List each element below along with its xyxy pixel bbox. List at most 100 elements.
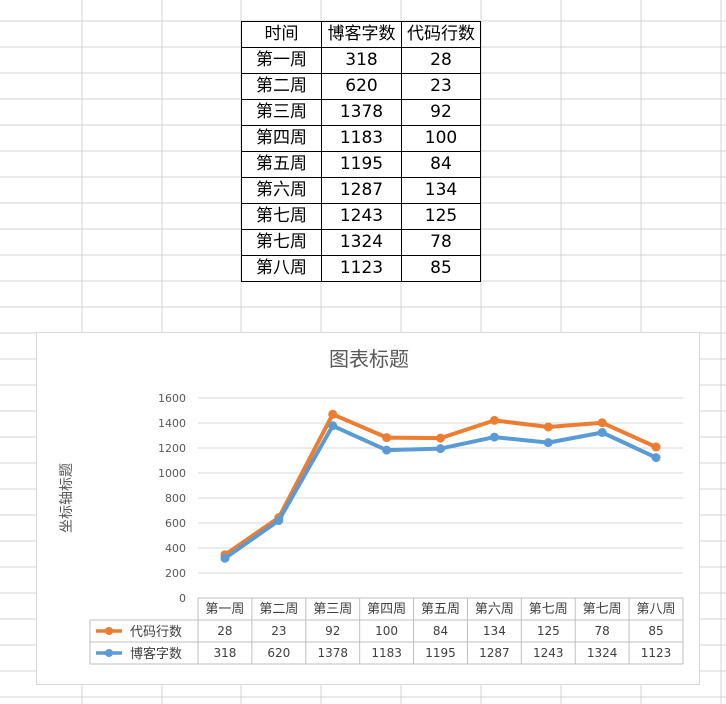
- y-tick-label: 800: [165, 492, 186, 505]
- x-category-label: 第二周: [259, 602, 298, 617]
- y-tick-label: 1600: [158, 392, 186, 405]
- table-cell[interactable]: 1183: [321, 125, 402, 152]
- x-category-label: 第七周: [529, 602, 568, 617]
- y-tick-label: 1200: [158, 442, 186, 455]
- table-cell[interactable]: 134: [401, 177, 481, 204]
- table-row: 第二周 620 23: [241, 73, 481, 100]
- table-cell[interactable]: 1378: [321, 99, 402, 126]
- data-table-value: 1378: [317, 646, 348, 660]
- data-point: [436, 433, 445, 443]
- table-row: 第六周 1287 134: [241, 177, 481, 204]
- table-row: 第八周 1123 85: [241, 255, 481, 282]
- data-table-value: 85: [648, 624, 663, 638]
- data-point: [328, 409, 338, 419]
- data-table-value: 620: [267, 646, 290, 660]
- table-cell[interactable]: 1243: [321, 203, 402, 230]
- data-point: [543, 422, 553, 432]
- data-point: [651, 442, 661, 452]
- table-cell[interactable]: 92: [401, 99, 481, 126]
- y-tick-label: 200: [165, 567, 186, 580]
- x-category-label: 第三周: [313, 602, 352, 617]
- table-cell[interactable]: 28: [401, 47, 481, 74]
- data-table-value: 23: [271, 624, 286, 638]
- data-point: [274, 516, 284, 525]
- data-table: 时间 博客字数 代码行数 第一周 318 28 第二周 620 23 第三周 1378 92 第四周 11…: [241, 21, 481, 282]
- table-cell[interactable]: 第八周: [241, 255, 322, 282]
- table-cell[interactable]: 第七周: [241, 203, 322, 230]
- y-tick-label: 1000: [158, 467, 186, 480]
- data-table-value: 100: [375, 624, 398, 638]
- table-row: 第四周 1183 100: [241, 125, 481, 152]
- table-cell[interactable]: 23: [401, 73, 481, 100]
- x-category-label: 第八周: [637, 602, 676, 617]
- data-point: [436, 444, 445, 454]
- data-point: [220, 553, 230, 563]
- table-cell[interactable]: 84: [401, 151, 481, 178]
- legend-key-marker: [105, 649, 113, 657]
- table-cell[interactable]: 1123: [321, 255, 402, 282]
- table-cell[interactable]: 第一周: [241, 47, 322, 74]
- table-row: 第七周 1324 78: [241, 229, 481, 256]
- data-point: [597, 418, 607, 428]
- table-cell[interactable]: 第二周: [241, 73, 322, 100]
- chart-area[interactable]: 图表标题坐标轴标题 0 200 400 600 800 1000 1200 1400 1600 第一…: [36, 332, 700, 685]
- y-tick-label: 1400: [158, 417, 186, 430]
- x-category-label: 第一周: [205, 602, 244, 617]
- table-cell[interactable]: 318: [321, 47, 402, 74]
- y-tick-label: 400: [165, 542, 186, 555]
- table-row: 第三周 1378 92: [241, 99, 481, 126]
- data-table-value: 1287: [479, 646, 510, 660]
- data-point: [382, 433, 392, 443]
- table-cell[interactable]: 100: [401, 125, 481, 152]
- data-table-value: 28: [217, 624, 232, 638]
- x-category-label: 第四周: [367, 602, 406, 617]
- table-row: 第五周 1195 84: [241, 151, 481, 178]
- table-cell[interactable]: 第五周: [241, 151, 322, 178]
- x-category-label: 第六周: [475, 602, 514, 617]
- data-table-value: 1324: [587, 646, 618, 660]
- data-table-value: 318: [213, 646, 236, 660]
- table-header-cell[interactable]: 博客字数: [321, 21, 402, 48]
- data-table-value: 84: [433, 624, 448, 638]
- legend-key-marker: [105, 627, 113, 635]
- chart-title: 图表标题: [329, 347, 409, 371]
- table-header-cell[interactable]: 代码行数: [401, 21, 481, 48]
- table-cell[interactable]: 第六周: [241, 177, 322, 204]
- legend-label: 博客字数: [130, 646, 182, 662]
- table-header-row: 时间 博客字数 代码行数: [241, 21, 481, 48]
- data-point: [543, 438, 553, 448]
- data-point: [328, 421, 338, 431]
- data-point: [651, 453, 661, 463]
- data-point: [382, 445, 392, 455]
- y-tick-label: 0: [179, 592, 186, 605]
- x-category-label: 第五周: [421, 602, 460, 617]
- x-category-label: 第七周: [583, 602, 622, 617]
- data-point: [489, 415, 499, 425]
- data-table-value: 92: [325, 624, 340, 638]
- table-header-cell[interactable]: 时间: [241, 21, 322, 48]
- data-point: [597, 428, 607, 437]
- table-cell[interactable]: 第三周: [241, 99, 322, 126]
- data-table-value: 78: [595, 624, 610, 638]
- table-cell[interactable]: 125: [401, 203, 481, 230]
- table-row: 第一周 318 28: [241, 47, 481, 74]
- y-tick-label: 600: [165, 517, 186, 530]
- table-cell[interactable]: 78: [401, 229, 481, 256]
- data-table-value: 1183: [371, 646, 402, 660]
- table-cell[interactable]: 第四周: [241, 125, 322, 152]
- legend-label: 代码行数: [130, 625, 182, 640]
- table-cell[interactable]: 1287: [321, 177, 402, 204]
- data-table-value: 1243: [533, 646, 564, 660]
- table-cell[interactable]: 1324: [321, 229, 402, 256]
- table-cell[interactable]: 1195: [321, 151, 402, 178]
- data-table-value: 1123: [641, 646, 672, 660]
- table-row: 第七周 1243 125: [241, 203, 481, 230]
- y-axis-title: 坐标轴标题: [59, 463, 75, 533]
- data-table-value: 125: [537, 624, 560, 638]
- table-cell[interactable]: 620: [321, 73, 402, 100]
- data-table-value: 1195: [425, 646, 456, 660]
- data-point: [489, 432, 499, 442]
- table-cell[interactable]: 85: [401, 255, 481, 282]
- table-cell[interactable]: 第七周: [241, 229, 322, 256]
